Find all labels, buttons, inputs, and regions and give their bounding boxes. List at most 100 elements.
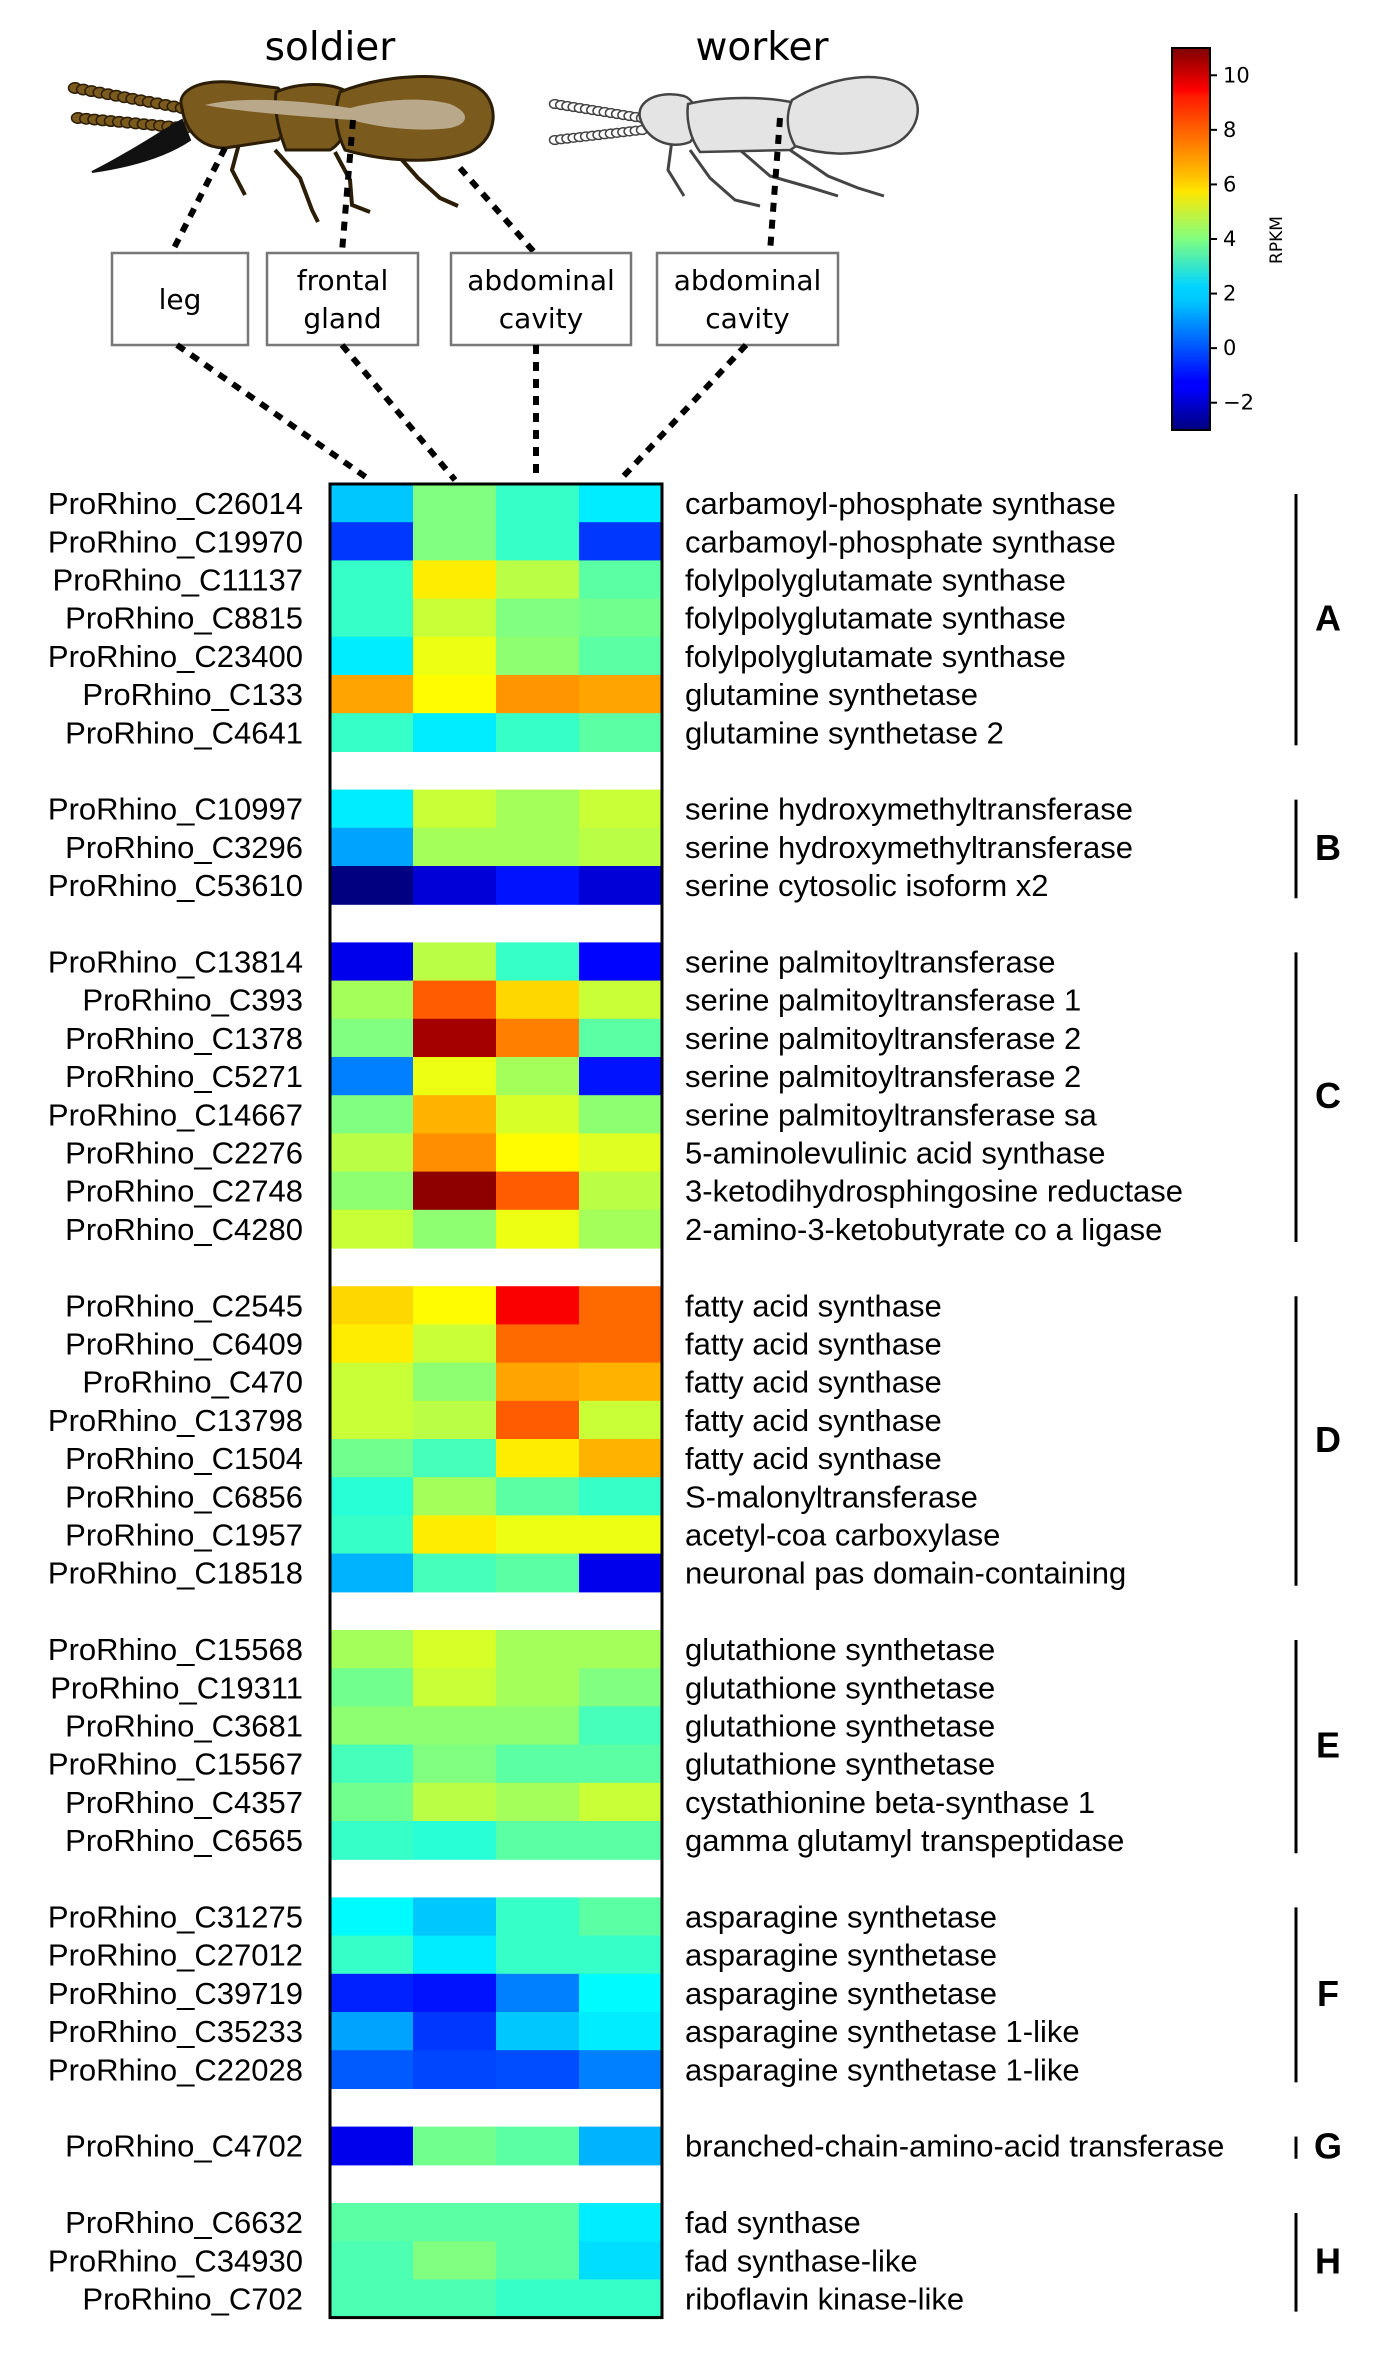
heatmap-cell <box>579 1400 663 1440</box>
heatmap-cell <box>496 1439 580 1478</box>
heatmap-cell <box>496 484 580 523</box>
heatmap-cell <box>330 636 414 676</box>
heatmap-cell <box>330 522 414 561</box>
heatmap-cell <box>496 1744 580 1784</box>
heatmap-cell <box>413 1133 497 1173</box>
heatmap-cell <box>579 560 663 600</box>
heatmap-cell <box>579 484 663 523</box>
heatmap-cell <box>413 1171 497 1211</box>
gene-id-label: ProRhino_C10997 <box>48 792 303 827</box>
heatmap-cell <box>579 2126 663 2166</box>
tissue-box: leg <box>110 251 250 347</box>
heatmap-cell <box>330 1706 414 1746</box>
connector-lines-bottom <box>175 342 749 483</box>
gene-annotation-label: fad synthase <box>685 2205 861 2240</box>
heatmap-cell <box>330 713 414 752</box>
heatmap-cell <box>579 1286 663 1325</box>
heatmap-cell <box>330 1668 414 1707</box>
heatmap-cell <box>579 1668 663 1707</box>
heatmap-cell <box>330 1782 414 1822</box>
heatmap-cell <box>330 1821 414 1860</box>
gene-annotation-label: serine palmitoyltransferase <box>685 945 1055 980</box>
gene-annotation-label: cystathionine beta-synthase 1 <box>685 1785 1095 1820</box>
heatmap-cell <box>496 2012 580 2051</box>
group-letter: D <box>1315 1419 1341 1460</box>
heatmap-cell <box>413 2012 497 2051</box>
heatmap-cell <box>579 1630 663 1669</box>
heatmap-cell <box>330 866 414 905</box>
heatmap-cell <box>496 713 580 752</box>
heatmap-cell <box>579 1782 663 1822</box>
heatmap-cell <box>579 1821 663 1860</box>
heatmap-cell <box>496 1133 580 1173</box>
heatmap-cell <box>413 484 497 523</box>
group-letter: H <box>1315 2240 1341 2281</box>
gene-annotation-label: S-malonyltransferase <box>685 1479 978 1514</box>
gene-annotation-label: glutamine synthetase <box>685 677 978 712</box>
heatmap-cell <box>413 1362 497 1402</box>
heatmap-cell <box>579 789 663 829</box>
gene-annotation-label: gamma glutamyl transpeptidase <box>685 1823 1124 1858</box>
gene-annotation-label: fad synthase-like <box>685 2243 918 2278</box>
heatmap-cell <box>496 942 580 982</box>
gene-annotation-label: neuronal pas domain-containing <box>685 1556 1126 1591</box>
heatmap-cell <box>413 675 497 714</box>
heatmap-cell <box>413 2279 497 2319</box>
gene-id-label: ProRhino_C15568 <box>48 1632 303 1667</box>
heatmap-cell <box>579 675 663 714</box>
heatmap-cell <box>330 2241 414 2280</box>
heatmap-cell <box>330 1324 414 1364</box>
heatmap-cell <box>330 1171 414 1211</box>
heatmap-cell <box>413 866 497 905</box>
heatmap-cell <box>496 827 580 867</box>
heatmap-cell <box>496 1782 580 1822</box>
heatmap-cell <box>413 1439 497 1478</box>
tissue-box-text: gland <box>303 302 381 335</box>
heatmap-cell <box>330 1286 414 1325</box>
soldier-termite-illustration <box>67 75 495 223</box>
tissue-box-text: cavity <box>705 302 789 335</box>
gene-id-label: ProRhino_C6409 <box>65 1327 303 1362</box>
heatmap-cell <box>413 1935 497 1975</box>
gene-id-label: ProRhino_C2276 <box>65 1136 303 1171</box>
heatmap-cell <box>330 1362 414 1402</box>
heatmap-cell <box>579 1477 663 1516</box>
heatmap-cell <box>330 789 414 829</box>
gene-annotation-label: glutathione synthetase <box>685 1709 995 1744</box>
gene-id-label: ProRhino_C2545 <box>65 1288 303 1323</box>
heatmap-cell <box>413 1018 497 1058</box>
heatmap-cell <box>579 1133 663 1173</box>
heatmap-cell <box>496 1286 580 1325</box>
gene-id-label: ProRhino_C1504 <box>65 1441 303 1476</box>
gene-id-label: ProRhino_C8815 <box>65 601 303 636</box>
gene-id-label: ProRhino_C4280 <box>65 1212 303 1247</box>
heatmap-cell <box>413 1209 497 1249</box>
gene-id-label: ProRhino_C15567 <box>48 1747 303 1782</box>
gene-annotation-label: 5-aminolevulinic acid synthase <box>685 1136 1105 1171</box>
heatmap-cell <box>413 522 497 561</box>
gene-id-label: ProRhino_C3296 <box>65 830 303 865</box>
gene-id-label: ProRhino_C22028 <box>48 2052 303 2087</box>
heatmap-cell <box>330 1095 414 1134</box>
gene-annotation-label: serine hydroxymethyltransferase <box>685 792 1133 827</box>
gene-annotation-label: asparagine synthetase 1-like <box>685 2052 1080 2087</box>
heatmap-cell <box>496 1706 580 1746</box>
heatmap-cell <box>579 1897 663 1937</box>
heatmap-cell <box>330 2126 414 2166</box>
heatmap-cell <box>496 1324 580 1364</box>
gene-annotation-label: fatty acid synthase <box>685 1327 942 1362</box>
colorbar-tick-label: 6 <box>1223 172 1236 196</box>
heatmap-cell <box>496 1095 580 1134</box>
heatmap-cell <box>413 980 497 1020</box>
heatmap-cell <box>496 560 580 600</box>
group-brackets: A B C D E F G H <box>1294 494 1342 2312</box>
soldier-label: soldier <box>265 25 397 70</box>
heatmap-cell <box>330 598 414 638</box>
gene-id-label: ProRhino_C19970 <box>48 524 303 559</box>
heatmap-cell <box>330 2050 414 2089</box>
heatmap-cell <box>579 1362 663 1402</box>
gene-annotation-label: serine palmitoyltransferase 2 <box>685 1059 1081 1094</box>
heatmap-cell <box>579 2203 663 2242</box>
heatmap-cell <box>579 1935 663 1975</box>
